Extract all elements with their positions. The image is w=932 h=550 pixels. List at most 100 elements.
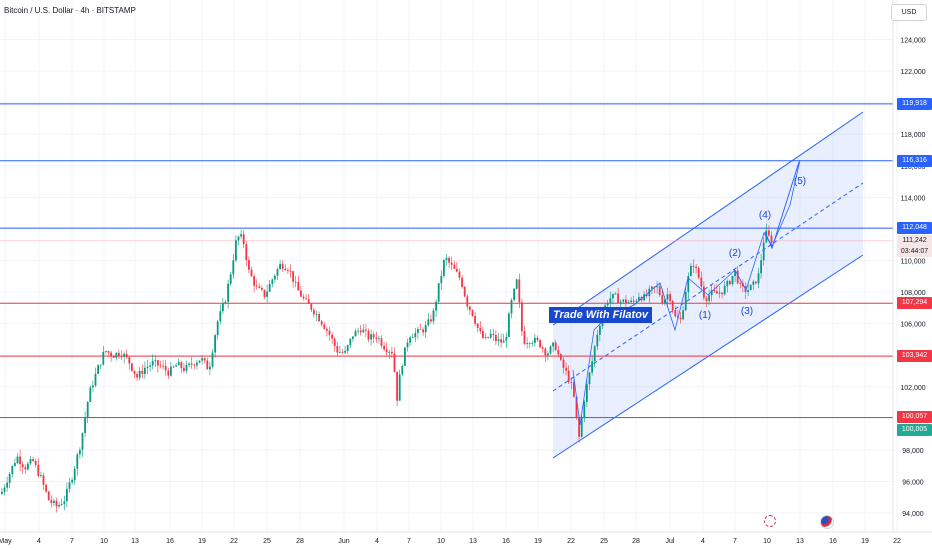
candle-body bbox=[222, 303, 224, 312]
candle-series bbox=[1, 223, 773, 513]
y-tick-label: 102,000 bbox=[900, 385, 925, 392]
candle-body bbox=[271, 279, 274, 284]
candle-body bbox=[396, 371, 398, 401]
level-price-tag: 107,294 bbox=[897, 297, 932, 310]
candle-body bbox=[378, 338, 380, 340]
candle-body bbox=[263, 289, 266, 297]
candle-body bbox=[487, 337, 489, 338]
candle-body bbox=[333, 338, 336, 346]
us-flag-icon[interactable] bbox=[820, 515, 834, 529]
candle-body bbox=[606, 303, 609, 306]
candle-body bbox=[352, 336, 354, 339]
candle-body bbox=[430, 319, 432, 322]
candle-body bbox=[138, 370, 141, 378]
candle-body bbox=[118, 352, 120, 356]
candle-body bbox=[534, 337, 536, 343]
candle-body bbox=[14, 463, 16, 466]
level-price-tag: 116,316 bbox=[897, 154, 932, 167]
x-tick-label: 19 bbox=[198, 538, 206, 545]
currency-button[interactable]: USD bbox=[891, 4, 927, 21]
candle-body bbox=[250, 269, 253, 277]
candle-body bbox=[196, 362, 198, 366]
candle-body bbox=[422, 329, 424, 333]
candle-body bbox=[60, 504, 63, 505]
candle-body bbox=[417, 328, 419, 333]
candle-body bbox=[500, 339, 502, 343]
candle-body bbox=[515, 279, 518, 289]
candle-body bbox=[536, 337, 539, 340]
candle-body bbox=[73, 468, 76, 480]
candle-body bbox=[482, 331, 484, 338]
y-tick-label: 114,000 bbox=[901, 195, 926, 202]
candle-body bbox=[463, 286, 466, 297]
candle-body bbox=[154, 360, 157, 361]
candle-body bbox=[248, 260, 250, 270]
level-price-tag: 119,918 bbox=[897, 97, 932, 110]
x-tick-label: 16 bbox=[166, 538, 174, 545]
candle-body bbox=[115, 352, 118, 358]
x-tick-label: 16 bbox=[502, 538, 510, 545]
candle-body bbox=[713, 290, 716, 292]
y-tick-label: 122,000 bbox=[900, 69, 925, 76]
candle-body bbox=[638, 297, 640, 301]
wave-path bbox=[572, 159, 801, 426]
y-tick-label: 106,000 bbox=[900, 322, 925, 329]
current-price-value: 111,242 bbox=[902, 236, 927, 244]
event-flag-icon[interactable] bbox=[764, 515, 776, 527]
wave-projection bbox=[572, 159, 801, 426]
candle-body bbox=[258, 286, 261, 288]
level-price-tag: 103,942 bbox=[897, 350, 932, 363]
candle-body bbox=[596, 334, 599, 347]
candle-body bbox=[674, 310, 677, 317]
candle-body bbox=[206, 360, 209, 370]
candle-body bbox=[695, 266, 697, 268]
candle-body bbox=[144, 367, 146, 374]
x-tick-label: 28 bbox=[632, 538, 640, 545]
candle-body bbox=[21, 464, 24, 468]
x-tick-label: 22 bbox=[230, 538, 238, 545]
wave-label: (5) bbox=[794, 176, 806, 187]
candle-body bbox=[578, 417, 580, 437]
candle-body bbox=[198, 360, 201, 363]
candle-body bbox=[479, 327, 482, 332]
x-tick-label: 22 bbox=[567, 538, 575, 545]
candle-body bbox=[687, 275, 690, 293]
candle-body bbox=[593, 346, 596, 362]
candle-body bbox=[380, 338, 383, 346]
candle-body bbox=[8, 473, 11, 483]
candle-body bbox=[726, 281, 729, 286]
candle-body bbox=[326, 328, 328, 331]
candle-body bbox=[716, 291, 718, 294]
wave-label: (3) bbox=[741, 306, 753, 317]
horizontal-levels bbox=[0, 103, 893, 418]
x-tick-label: 4 bbox=[701, 538, 705, 545]
x-tick-label: 7 bbox=[70, 538, 74, 545]
candle-body bbox=[437, 283, 440, 302]
candle-body bbox=[661, 295, 664, 304]
candle-body bbox=[505, 336, 508, 341]
candle-body bbox=[328, 330, 331, 335]
candle-body bbox=[523, 331, 526, 344]
candle-body bbox=[105, 351, 107, 352]
candle-body bbox=[284, 268, 287, 271]
candle-body bbox=[749, 284, 752, 291]
candle-body bbox=[461, 277, 463, 287]
candle-body bbox=[508, 313, 510, 337]
candle-body bbox=[201, 358, 203, 361]
candle-body bbox=[162, 365, 164, 367]
candle-body bbox=[484, 337, 487, 338]
candle-body bbox=[68, 482, 71, 489]
y-tick-label: 124,000 bbox=[900, 37, 925, 44]
candle-body bbox=[734, 270, 736, 276]
candle-body bbox=[45, 484, 47, 492]
candle-body bbox=[573, 382, 575, 397]
candle-body bbox=[739, 283, 742, 285]
candle-body bbox=[588, 372, 591, 385]
channel-mid bbox=[552, 182, 864, 392]
candle-body bbox=[398, 374, 401, 401]
candle-body bbox=[336, 345, 339, 353]
candle-body bbox=[110, 352, 112, 357]
candle-body bbox=[297, 281, 300, 291]
candle-body bbox=[307, 299, 310, 304]
